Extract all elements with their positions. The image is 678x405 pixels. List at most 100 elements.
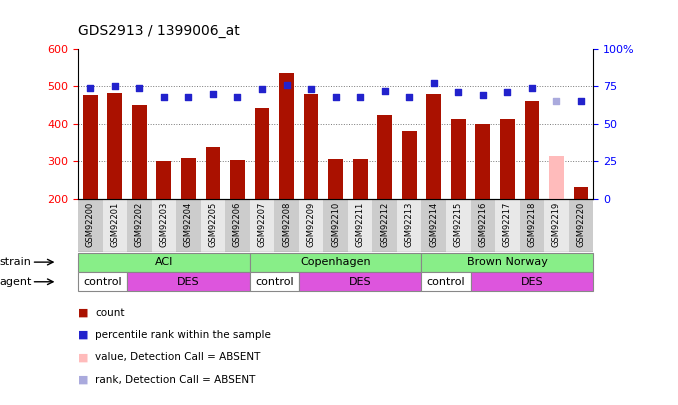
Text: GSM92201: GSM92201 [111,201,119,247]
Text: DES: DES [521,277,543,287]
Point [330,94,341,100]
Text: ■: ■ [78,308,88,318]
Text: ■: ■ [78,330,88,340]
Text: ACI: ACI [155,257,173,267]
Bar [250,199,275,252]
Bar [107,92,122,199]
Bar [323,199,348,252]
Bar [353,158,367,199]
Bar [471,199,495,252]
Bar [549,156,564,199]
Text: control: control [83,277,122,287]
Point [551,98,562,104]
Text: ■: ■ [78,375,88,385]
Point [134,84,144,91]
Bar [152,199,176,252]
Text: GSM92200: GSM92200 [85,201,95,247]
Bar [255,107,269,199]
Text: count: count [95,308,125,318]
Bar [132,105,146,199]
Text: GSM92219: GSM92219 [552,201,561,247]
Bar [127,272,250,291]
Bar [422,199,446,252]
Point [159,94,170,100]
Text: GSM92206: GSM92206 [233,201,242,247]
Bar [304,94,319,199]
Text: value, Detection Call = ABSENT: value, Detection Call = ABSENT [95,352,260,362]
Bar [574,188,589,199]
Bar [569,199,593,252]
Text: GSM92218: GSM92218 [527,201,536,247]
Point [527,84,538,91]
Bar [299,272,422,291]
Bar [176,199,201,252]
Bar [230,160,245,199]
Bar [544,199,569,252]
Bar [519,199,544,252]
Text: GSM92209: GSM92209 [306,201,315,247]
Text: strain: strain [0,257,32,267]
Text: GSM92213: GSM92213 [405,201,414,247]
Bar [446,199,471,252]
Point [85,84,96,91]
Text: GSM92203: GSM92203 [159,201,168,247]
Point [453,89,464,95]
Text: Brown Norway: Brown Norway [467,257,548,267]
Point [502,89,513,95]
Text: GSM92202: GSM92202 [135,201,144,247]
Bar [397,199,422,252]
Text: percentile rank within the sample: percentile rank within the sample [95,330,271,340]
Bar [127,199,152,252]
Bar [78,253,250,272]
Text: GSM92205: GSM92205 [208,201,218,247]
Text: DES: DES [349,277,372,287]
Point [477,92,488,98]
Point [306,86,317,92]
Bar [201,199,225,252]
Bar [402,131,416,199]
Bar [426,94,441,199]
Bar [328,159,343,199]
Bar [225,199,250,252]
Bar [102,199,127,252]
Text: control: control [426,277,465,287]
Text: agent: agent [0,277,32,287]
Bar [451,119,466,199]
Bar [422,253,593,272]
Point [404,94,415,100]
Bar [475,124,490,199]
Text: DES: DES [177,277,200,287]
Text: GSM92207: GSM92207 [258,201,266,247]
Point [428,80,439,86]
Point [281,81,292,88]
Text: GSM92216: GSM92216 [479,201,487,247]
Text: GSM92204: GSM92204 [184,201,193,247]
Text: GSM92211: GSM92211 [356,201,365,247]
Point [576,98,586,104]
Text: GSM92220: GSM92220 [576,201,586,247]
Bar [299,199,323,252]
Text: GSM92217: GSM92217 [503,201,512,247]
Text: GSM92215: GSM92215 [454,201,463,247]
Text: ■: ■ [78,352,88,362]
Bar [378,115,392,199]
Bar [78,199,102,252]
Text: GSM92210: GSM92210 [331,201,340,247]
Bar [205,147,220,199]
Bar [275,199,299,252]
Bar [348,199,372,252]
Bar [181,158,196,199]
Bar [471,272,593,291]
Bar [78,272,127,291]
Bar [157,161,172,199]
Point [232,94,243,100]
Text: rank, Detection Call = ABSENT: rank, Detection Call = ABSENT [95,375,256,385]
Point [207,90,218,97]
Bar [250,272,299,291]
Point [109,83,120,90]
Text: Copenhagen: Copenhagen [300,257,371,267]
Point [183,94,194,100]
Bar [495,199,519,252]
Bar [83,95,98,199]
Point [379,87,390,94]
